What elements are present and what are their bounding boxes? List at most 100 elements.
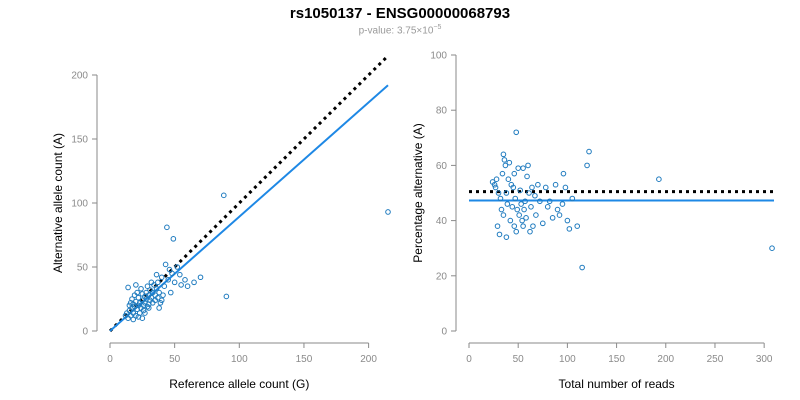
right-x-tick-label: 0 <box>466 354 472 365</box>
right-data-point <box>507 217 514 224</box>
right-data-point <box>495 190 502 196</box>
left-fit-line <box>109 84 389 332</box>
right-data-point <box>556 212 563 218</box>
right-data-point <box>554 206 561 213</box>
left-data-point <box>182 277 188 283</box>
right-data-point <box>512 195 519 202</box>
left-data-point <box>125 284 131 291</box>
left-data-point <box>171 279 178 286</box>
right-data-point <box>518 201 524 207</box>
left-y-tick-label: 100 <box>71 199 88 210</box>
right-data-point <box>499 170 506 177</box>
left-data-point <box>153 271 160 278</box>
left-data-point <box>223 293 230 300</box>
left-data-point <box>144 283 151 290</box>
right-data-point <box>493 176 500 182</box>
right-data-point <box>494 223 501 229</box>
left-x-tick-label: 200 <box>360 354 377 365</box>
right-data-point <box>500 212 507 218</box>
right-data-point <box>491 181 498 188</box>
right-data-point <box>542 184 549 191</box>
right-data-point <box>513 228 520 235</box>
left-data-point <box>177 271 183 278</box>
right-data-point <box>569 195 576 202</box>
right-data-point <box>656 176 662 182</box>
left-data-point <box>160 292 166 298</box>
right-data-point <box>504 201 511 207</box>
right-data-point <box>503 190 510 196</box>
left-reference-line <box>108 54 390 333</box>
left-data-point <box>385 209 391 215</box>
right-data-point <box>523 215 529 221</box>
right-data-point <box>492 184 499 191</box>
left-data-point <box>156 289 162 296</box>
right-data-point <box>503 234 510 240</box>
left-data-point <box>138 285 144 292</box>
right-data-point <box>506 159 513 166</box>
left-data-point <box>133 282 139 288</box>
left-y-tick-label: 200 <box>71 71 88 82</box>
left-data-point <box>139 315 146 322</box>
left-data-point <box>127 312 134 319</box>
right-y-axis-title: Percentage alternative (A) <box>411 123 425 262</box>
right-data-point <box>559 201 566 207</box>
left-data-point <box>197 274 204 281</box>
right-x-tick-label: 150 <box>608 354 625 365</box>
left-data-point <box>158 274 165 281</box>
right-data-point <box>546 198 553 205</box>
right-data-point <box>496 231 503 238</box>
right-data-point <box>552 181 559 188</box>
chart-title: rs1050137 - ENSG00000068793 <box>289 5 511 22</box>
right-data-point <box>522 198 528 205</box>
right-y-tick-label: 20 <box>436 271 448 282</box>
left-y-tick-label: 0 <box>82 327 88 338</box>
right-data-point <box>532 192 538 199</box>
right-y-tick-label: 40 <box>436 216 448 227</box>
left-data-point <box>184 283 191 290</box>
left-data-point <box>178 282 184 288</box>
left-data-point <box>170 236 177 242</box>
left-x-axis-title: Reference allele count (G) <box>169 377 309 391</box>
right-data-point <box>584 162 590 169</box>
right-data-point <box>529 184 535 191</box>
left-data-point <box>129 296 135 302</box>
right-x-axis-title: Total number of reads <box>559 377 675 391</box>
right-data-point <box>511 170 518 177</box>
right-y-tick-label: 100 <box>430 51 447 62</box>
right-data-point <box>535 181 541 188</box>
left-y-tick-label: 50 <box>77 263 89 274</box>
right-x-tick-label: 100 <box>559 354 576 365</box>
left-x-tick-label: 0 <box>107 354 113 365</box>
left-data-point <box>162 261 169 268</box>
chart-subtitle: p-value: 3.75×10−5 <box>0 24 800 36</box>
right-data-point <box>524 173 530 180</box>
right-data-point <box>520 223 526 229</box>
right-data-point <box>769 245 775 251</box>
right-data-point <box>511 223 518 229</box>
left-data-point <box>169 270 175 277</box>
left-data-point <box>165 277 171 283</box>
right-data-point <box>539 220 546 227</box>
left-data-point <box>156 305 162 311</box>
right-data-point <box>500 151 507 158</box>
right-y-tick-label: 80 <box>436 106 448 117</box>
right-data-point <box>509 204 516 210</box>
left-data-point <box>142 310 148 316</box>
right-x-tick-label: 250 <box>707 354 724 365</box>
left-data-point <box>191 279 197 286</box>
right-data-point <box>530 223 536 229</box>
right-data-point <box>520 165 526 171</box>
right-data-point <box>560 170 567 177</box>
right-data-point <box>502 162 509 169</box>
right-data-point <box>586 148 592 155</box>
p-value-exponent: −5 <box>433 24 442 31</box>
left-data-point <box>155 279 161 286</box>
right-data-point <box>510 184 517 191</box>
right-data-point <box>528 204 534 210</box>
right-data-point <box>566 226 573 232</box>
right-x-tick-label: 200 <box>657 354 674 365</box>
right-data-point <box>517 187 523 194</box>
right-x-tick-label: 300 <box>756 354 773 365</box>
